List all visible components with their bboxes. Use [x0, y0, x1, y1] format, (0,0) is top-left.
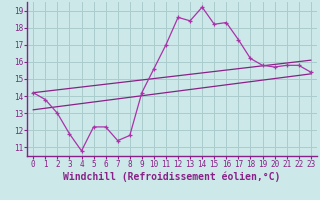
- X-axis label: Windchill (Refroidissement éolien,°C): Windchill (Refroidissement éolien,°C): [63, 172, 281, 182]
